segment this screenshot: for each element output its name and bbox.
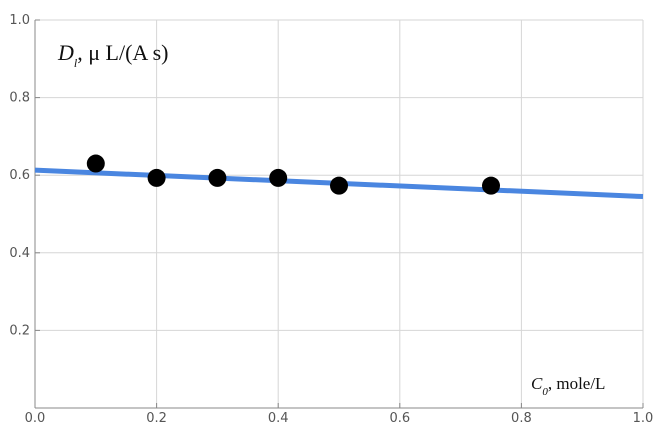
x-tick-label-1: 0.2 [146,411,167,425]
axes [34,19,644,409]
data-point-1 [147,168,166,187]
data-point-4 [330,176,348,195]
y-tick-label-3: 0.8 [9,91,30,106]
x-tick-label-3: 0.6 [389,411,410,425]
x-tick-label-5: 1.0 [633,411,654,425]
y-tick-label-2: 0.6 [9,168,30,183]
x-tick-label-4: 0.8 [511,411,532,425]
data-point-3 [269,168,288,187]
data-point-5 [482,176,500,195]
grid [34,19,644,408]
x-tick-label-2: 0.4 [268,411,289,425]
series [34,154,644,200]
y-tick-label-0: 0.2 [9,323,30,338]
x-tick-label-0: 0.0 [25,411,46,425]
y-axis-title: Dl, μ L/(A s) [57,40,168,70]
x-axis-title: C0, mole/L [531,374,605,398]
y-tick-label-1: 0.4 [9,246,30,261]
data-point-2 [208,168,227,187]
data-point-0 [86,154,105,173]
tick-labels: 0.0 0.2 0.4 0.6 0.8 1.0 0.2 0.4 0.6 0.8 1.0 [9,13,653,425]
y-tick-label-4: 1.0 [9,13,30,28]
